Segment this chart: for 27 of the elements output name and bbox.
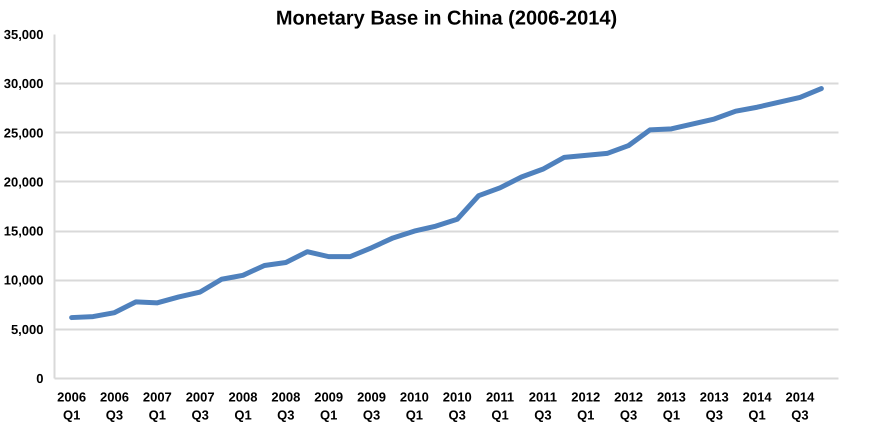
x-tick-label: 2006 Q3 bbox=[100, 390, 129, 422]
x-tick-label: 2009 Q3 bbox=[357, 390, 386, 422]
y-tick-label: 35,000 bbox=[4, 27, 44, 42]
x-tick-label: 2014 Q3 bbox=[785, 390, 816, 422]
x-tick-label: 2006 Q1 bbox=[57, 390, 86, 422]
x-tick-label: 2008 Q3 bbox=[271, 390, 300, 422]
x-tick-label: 2007 Q1 bbox=[142, 390, 172, 422]
x-tick-label: 2007 Q3 bbox=[186, 390, 215, 422]
x-tick-label: 2008 Q1 bbox=[228, 390, 258, 422]
y-tick-label: 30,000 bbox=[4, 76, 44, 92]
y-tick-label: 10,000 bbox=[4, 272, 44, 288]
x-tick-label: 2013 Q1 bbox=[656, 390, 686, 422]
x-tick-label: 2013 Q3 bbox=[700, 390, 729, 422]
x-tick-label: 2011 Q1 bbox=[486, 390, 514, 422]
x-tick-label: 2010 Q1 bbox=[400, 390, 429, 422]
x-tick-label: 2014 Q1 bbox=[742, 390, 772, 422]
y-tick-label: 15,000 bbox=[4, 224, 44, 239]
x-tick-label: 2012 Q3 bbox=[614, 390, 644, 422]
chart-title: Monetary Base in China (2006-2014) bbox=[276, 8, 618, 30]
x-tick-label: 2012 Q1 bbox=[571, 390, 600, 422]
y-tick-label: 25,000 bbox=[4, 125, 44, 140]
x-tick-label: 2011 Q3 bbox=[528, 390, 557, 422]
x-tick-label: 2010 Q3 bbox=[442, 390, 472, 422]
y-tick-label: 20,000 bbox=[4, 174, 44, 190]
x-tick-label: 2009 Q1 bbox=[314, 390, 344, 422]
y-tick-label: 5,000 bbox=[10, 322, 44, 337]
y-tick-label: 0 bbox=[36, 371, 44, 386]
